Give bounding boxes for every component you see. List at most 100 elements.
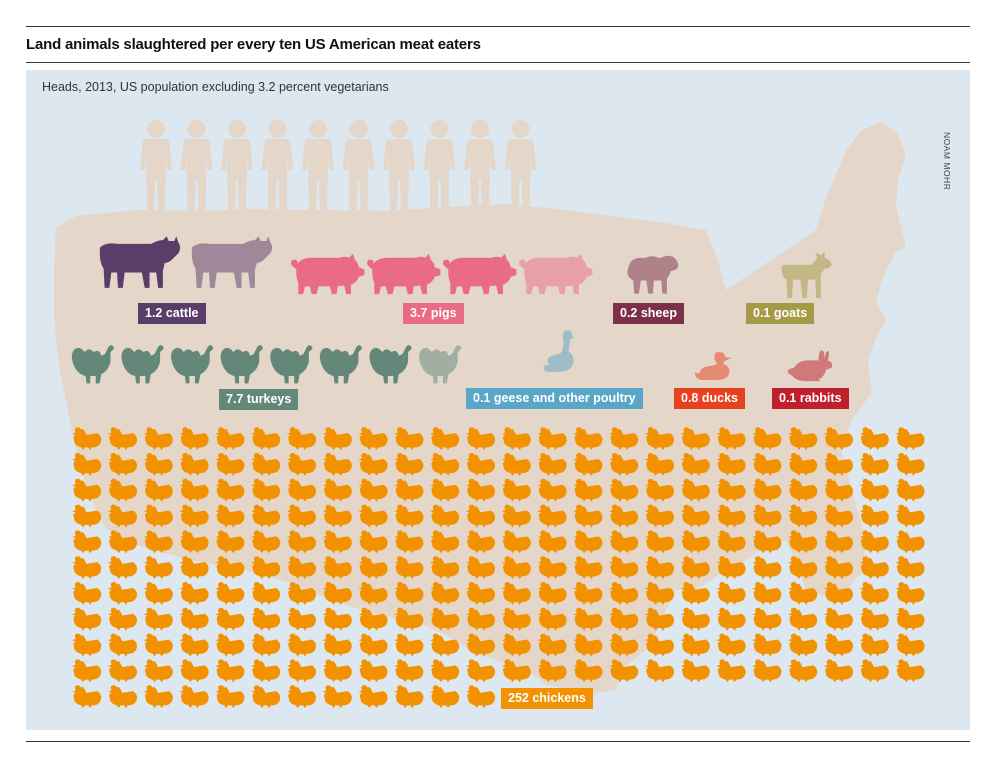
chicken-icon bbox=[143, 685, 173, 709]
chicken-icon bbox=[322, 659, 352, 683]
chicken-icon bbox=[72, 530, 102, 554]
chicken-icon bbox=[251, 607, 281, 631]
chicken-icon bbox=[895, 427, 925, 451]
chicken-icon bbox=[143, 581, 173, 605]
chicken-icon bbox=[430, 659, 460, 683]
chicken-icon bbox=[466, 685, 496, 709]
chicken-icon bbox=[179, 633, 209, 657]
chicken-icon bbox=[143, 556, 173, 580]
chicken-icon bbox=[788, 633, 818, 657]
chicken-icon bbox=[143, 659, 173, 683]
chicken-icon bbox=[859, 504, 889, 528]
person-icon bbox=[221, 120, 253, 214]
person-icon bbox=[464, 120, 496, 214]
chicken-icon bbox=[752, 556, 782, 580]
chicken-icon bbox=[859, 452, 889, 476]
bottom-rule bbox=[26, 741, 970, 742]
label-chickens: 252 chickens bbox=[501, 688, 593, 709]
chicken-icon bbox=[215, 659, 245, 683]
chicken-icon bbox=[895, 452, 925, 476]
chart-subtitle: Heads, 2013, US population excluding 3.2… bbox=[42, 80, 389, 94]
chicken-icon bbox=[895, 633, 925, 657]
chicken-icon bbox=[108, 581, 138, 605]
chicken-icon bbox=[824, 607, 854, 631]
chicken-icon bbox=[788, 607, 818, 631]
chicken-icon bbox=[895, 556, 925, 580]
chicken-icon bbox=[824, 633, 854, 657]
chicken-icon bbox=[215, 607, 245, 631]
chicken-icon bbox=[394, 659, 424, 683]
person-icon bbox=[140, 120, 172, 214]
chicken-icon bbox=[72, 556, 102, 580]
chicken-icon bbox=[322, 633, 352, 657]
chicken-icon bbox=[72, 659, 102, 683]
chart-panel: Heads, 2013, US population excluding 3.2… bbox=[26, 70, 970, 730]
chicken-icon bbox=[394, 685, 424, 709]
chicken-icon bbox=[215, 685, 245, 709]
person-icon bbox=[383, 120, 415, 214]
chicken-icon bbox=[179, 685, 209, 709]
chicken-icon bbox=[72, 685, 102, 709]
chicken-icon bbox=[251, 659, 281, 683]
chicken-icon bbox=[143, 607, 173, 631]
chicken-icon bbox=[322, 685, 352, 709]
chicken-icon bbox=[752, 581, 782, 605]
chicken-icon bbox=[251, 685, 281, 709]
top-rule bbox=[26, 26, 970, 27]
chicken-icon bbox=[716, 581, 746, 605]
chicken-icon bbox=[752, 607, 782, 631]
chicken-icon bbox=[287, 633, 317, 657]
chicken-icon bbox=[680, 633, 710, 657]
chicken-icon bbox=[358, 633, 388, 657]
chicken-icon bbox=[72, 633, 102, 657]
chicken-icon bbox=[108, 633, 138, 657]
chicken-icon bbox=[108, 556, 138, 580]
chicken-icon bbox=[859, 556, 889, 580]
chicken-icon bbox=[716, 633, 746, 657]
person-icon bbox=[423, 120, 456, 214]
chicken-icon bbox=[859, 633, 889, 657]
chicken-icon bbox=[859, 659, 889, 683]
chicken-icon bbox=[859, 478, 889, 502]
chicken-icon bbox=[143, 633, 173, 657]
chicken-icon bbox=[752, 633, 782, 657]
person-icon bbox=[504, 120, 537, 214]
chicken-icon bbox=[108, 685, 138, 709]
title-rule bbox=[26, 62, 970, 63]
chicken-icon bbox=[895, 504, 925, 528]
chicken-icon bbox=[680, 607, 710, 631]
label-cattle: 1.2 cattle bbox=[138, 303, 206, 324]
chicken-icon bbox=[895, 530, 925, 554]
chicken-icon bbox=[466, 659, 496, 683]
label-turkeys: 7.7 turkeys bbox=[219, 389, 299, 410]
person-icon bbox=[302, 120, 334, 214]
chicken-icon bbox=[72, 607, 102, 631]
chicken-icon bbox=[645, 633, 675, 657]
chicken-icon bbox=[251, 633, 281, 657]
chicken-icon bbox=[179, 607, 209, 631]
label-goats: 0.1 goats bbox=[746, 303, 815, 324]
label-sheep: 0.2 sheep bbox=[613, 303, 684, 324]
chicken-icon bbox=[287, 607, 317, 631]
person-icon bbox=[261, 120, 294, 214]
chicken-icon bbox=[72, 581, 102, 605]
chicken-icon bbox=[716, 659, 746, 683]
chicken-icon bbox=[824, 659, 854, 683]
chicken-icon bbox=[215, 581, 245, 605]
chicken-icon bbox=[895, 607, 925, 631]
person-icon bbox=[342, 120, 375, 214]
chicken-icon bbox=[895, 478, 925, 502]
chicken-icon bbox=[108, 659, 138, 683]
chicken-icon bbox=[859, 427, 889, 451]
chicken-icon bbox=[251, 581, 281, 605]
chicken-icon bbox=[645, 659, 675, 683]
chicken-icon bbox=[895, 581, 925, 605]
chicken-icon bbox=[859, 607, 889, 631]
chicken-icon bbox=[215, 633, 245, 657]
chicken-icon bbox=[322, 607, 352, 631]
credit-line: NOAM MOHR bbox=[942, 132, 952, 191]
chicken-icon bbox=[752, 659, 782, 683]
person-icon bbox=[180, 120, 213, 214]
label-geese: 0.1 geese and other poultry bbox=[466, 388, 643, 409]
chicken-icon bbox=[430, 685, 460, 709]
